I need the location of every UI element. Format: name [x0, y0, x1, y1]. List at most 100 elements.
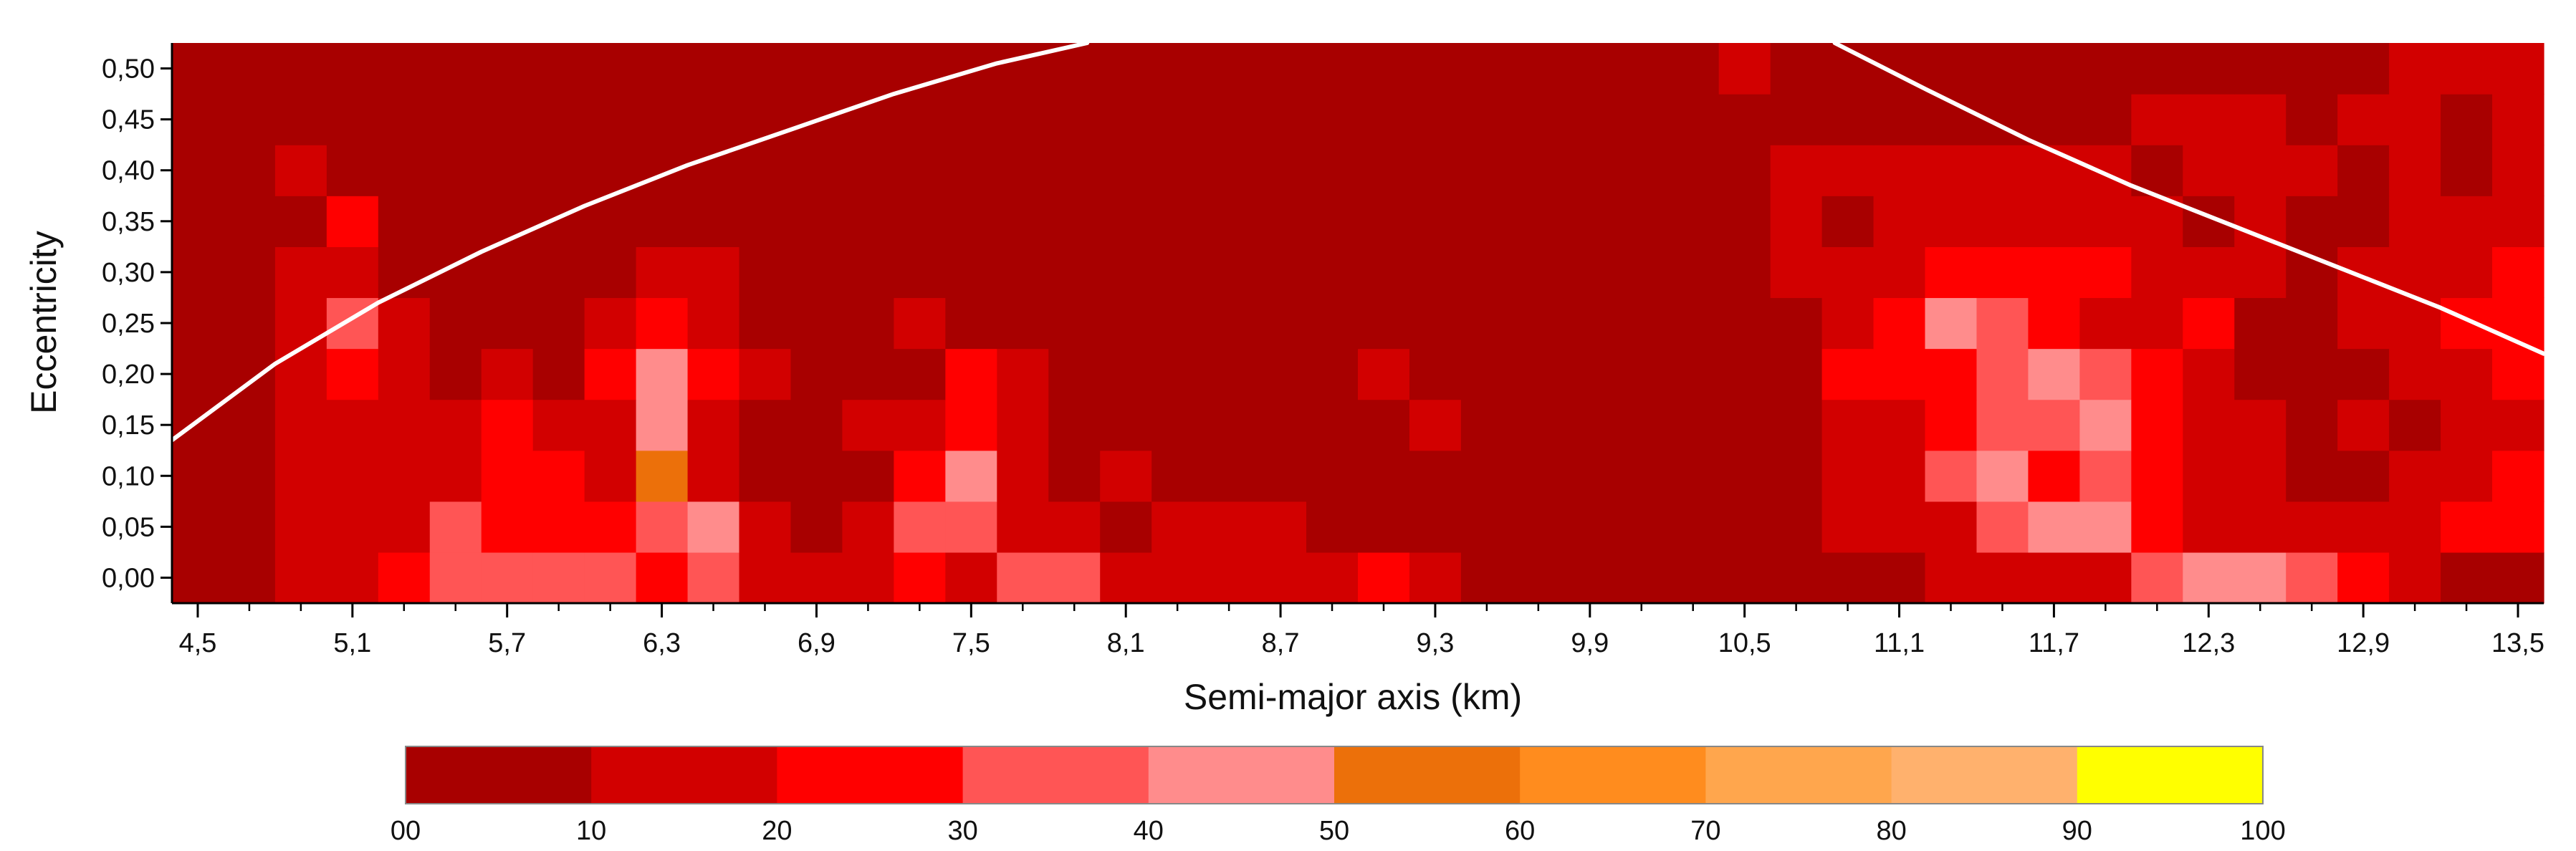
heatmap-cell — [2183, 348, 2235, 400]
colorbar-tick-label: 80 — [1876, 816, 1906, 846]
heatmap-cell — [172, 552, 224, 604]
heatmap-cell — [2028, 196, 2080, 247]
heatmap-cell — [2131, 246, 2183, 299]
heatmap-cell — [1460, 552, 1513, 604]
heatmap-cell — [1048, 399, 1101, 451]
heatmap-cell — [1255, 246, 1307, 299]
heatmap-cell — [2028, 246, 2080, 299]
heatmap-cell — [2286, 246, 2338, 299]
heatmap-cell — [2028, 43, 2080, 95]
heatmap-cell — [2286, 501, 2338, 553]
heatmap-cell — [739, 297, 792, 350]
heatmap-cell — [1151, 552, 1204, 604]
x-tick-label: 9,3 — [1417, 628, 1455, 658]
heatmap-cell — [1048, 196, 1101, 247]
heatmap-cell — [687, 501, 740, 553]
heatmap-cell — [945, 94, 997, 145]
heatmap-cell — [945, 297, 997, 350]
heatmap-cell — [223, 246, 276, 299]
heatmap-cell — [1718, 399, 1771, 451]
heatmap-cell — [584, 348, 637, 400]
heatmap-cell — [687, 552, 740, 604]
heatmap-cell — [2286, 348, 2338, 400]
heatmap-cell — [842, 43, 894, 95]
heatmap-cell — [997, 43, 1049, 95]
heatmap-cell — [1255, 196, 1307, 247]
heatmap-cell — [1151, 297, 1204, 350]
heatmap-cell — [1358, 94, 1410, 145]
colorbar-tick-label: 00 — [391, 816, 421, 846]
heatmap-cell — [2028, 348, 2080, 400]
heatmap-cell — [1409, 450, 1462, 502]
x-tick-label: 12,9 — [2337, 628, 2390, 658]
heatmap-cell — [2337, 552, 2390, 604]
heatmap-cell — [481, 399, 534, 451]
x-tick-label: 4,5 — [179, 628, 217, 658]
heatmap-cell — [945, 399, 997, 451]
heatmap-cell — [1100, 145, 1152, 196]
colorbar-segment — [1705, 746, 1892, 804]
heatmap-cell — [1203, 246, 1255, 299]
heatmap-cell — [2389, 552, 2441, 604]
heatmap-cell — [636, 196, 689, 247]
heatmap-cell — [1358, 399, 1410, 451]
heatmap-cell — [532, 501, 585, 553]
heatmap-cell — [739, 246, 792, 299]
heatmap-cell — [1255, 348, 1307, 400]
heatmap-cell — [481, 145, 534, 196]
heatmap-cell — [1203, 297, 1255, 350]
heatmap-cell — [1770, 145, 1823, 196]
heatmap-cell — [274, 450, 327, 502]
heatmap-cell — [2441, 297, 2493, 350]
heatmap-cell — [687, 43, 740, 95]
heatmap-cell — [584, 43, 637, 95]
heatmap-cell — [894, 450, 946, 502]
heatmap-cell — [790, 43, 843, 95]
heatmap-cell — [2286, 43, 2338, 95]
heatmap-cell — [429, 145, 482, 196]
heatmap-cell — [172, 145, 224, 196]
heatmap-cell — [2492, 348, 2544, 400]
heatmap-cell — [584, 246, 637, 299]
heatmap-cell — [1925, 348, 1978, 400]
heatmap-cells — [172, 43, 2544, 604]
heatmap-cell — [997, 94, 1049, 145]
heatmap-cell — [1873, 348, 1926, 400]
heatmap-cell — [1460, 145, 1513, 196]
heatmap-cell — [636, 94, 689, 145]
heatmap-cell — [2079, 297, 2132, 350]
heatmap-cell — [1409, 399, 1462, 451]
heatmap-cell — [2234, 399, 2287, 451]
heatmap-cell — [790, 399, 843, 451]
heatmap-cell — [2234, 94, 2287, 145]
heatmap-cell — [1564, 501, 1617, 553]
heatmap-cell — [2079, 399, 2132, 451]
colorbar-tick-label: 90 — [2062, 816, 2092, 846]
heatmap-cell — [687, 196, 740, 247]
heatmap-cell — [378, 552, 431, 604]
heatmap-cell — [1564, 552, 1617, 604]
heatmap-cell — [2028, 399, 2080, 451]
heatmap-cell — [739, 552, 792, 604]
heatmap-cell — [2337, 196, 2390, 247]
heatmap-cell — [687, 94, 740, 145]
colorbar-tick-label: 50 — [1319, 816, 1349, 846]
colorbar: 00 10 20 30 40 50 60 70 80 90 100 — [391, 746, 2286, 846]
heatmap-cell — [1667, 501, 1720, 553]
heatmap-cell — [894, 196, 946, 247]
heatmap-cell — [1770, 450, 1823, 502]
heatmap-cell — [274, 246, 327, 299]
heatmap-cell — [481, 43, 534, 95]
heatmap-cell — [1203, 94, 1255, 145]
heatmap-cell — [1925, 145, 1978, 196]
heatmap-cell — [1203, 43, 1255, 95]
heatmap-cell — [739, 196, 792, 247]
heatmap-cell — [842, 450, 894, 502]
heatmap-cell — [1976, 246, 2029, 299]
heatmap-cell — [1925, 450, 1978, 502]
heatmap-cell — [2286, 450, 2338, 502]
y-tick-label: 0,30 — [102, 258, 155, 288]
heatmap-cell — [636, 501, 689, 553]
heatmap-cell — [223, 297, 276, 350]
heatmap-cell — [2028, 552, 2080, 604]
